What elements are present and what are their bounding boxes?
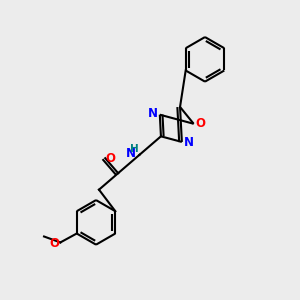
Text: O: O bbox=[195, 117, 205, 130]
Text: N: N bbox=[183, 136, 194, 149]
Text: N: N bbox=[126, 147, 136, 161]
Text: O: O bbox=[50, 237, 59, 250]
Text: O: O bbox=[105, 152, 115, 165]
Text: H: H bbox=[130, 144, 139, 154]
Text: N: N bbox=[148, 107, 158, 120]
